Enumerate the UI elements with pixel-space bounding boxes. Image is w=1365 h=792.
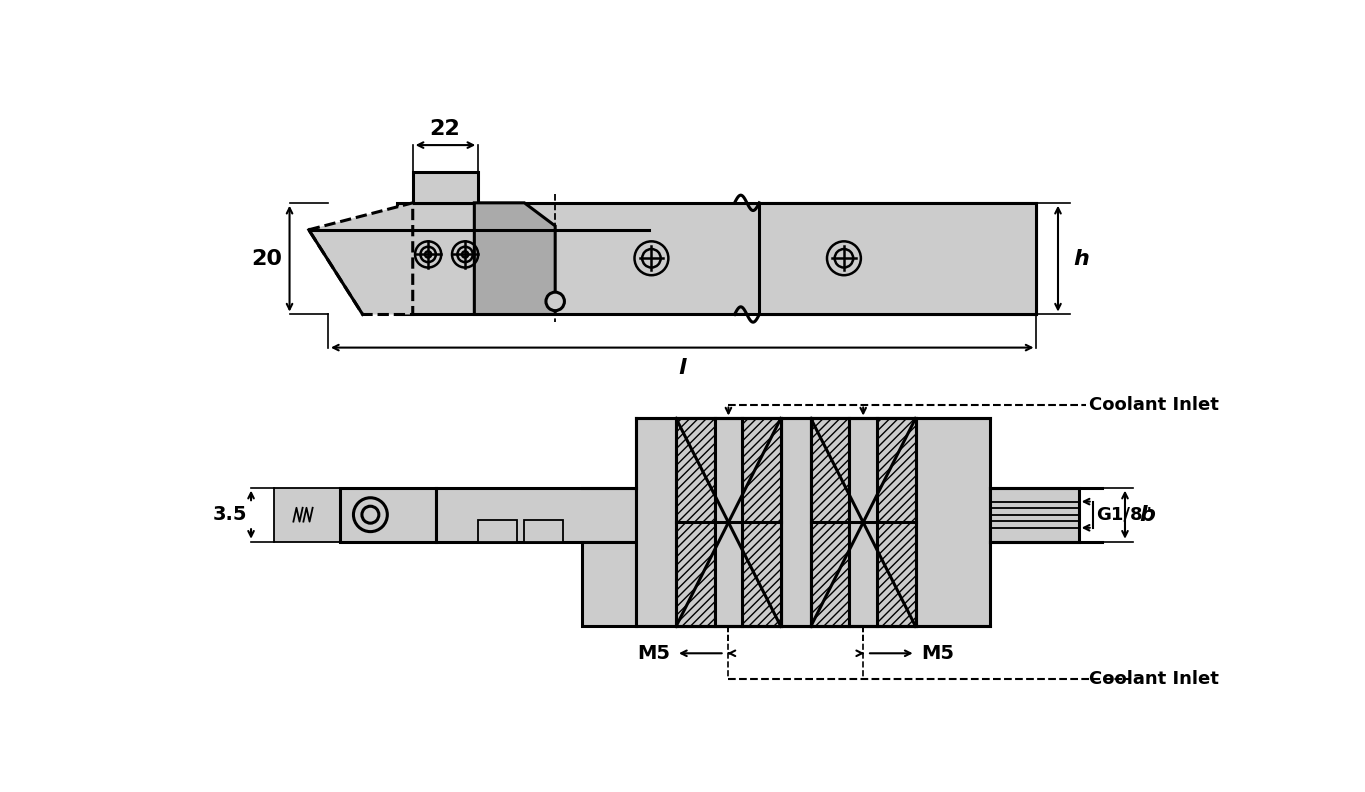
Polygon shape: [990, 488, 1078, 542]
Text: l: l: [678, 358, 687, 379]
Polygon shape: [849, 418, 878, 626]
Polygon shape: [435, 488, 636, 542]
Polygon shape: [811, 418, 849, 626]
Text: M5: M5: [637, 644, 670, 663]
Polygon shape: [781, 418, 811, 626]
Bar: [274, 488, 340, 542]
Polygon shape: [636, 418, 990, 626]
Text: G1/8": G1/8": [1096, 505, 1152, 524]
Circle shape: [354, 497, 388, 531]
Text: b: b: [1138, 505, 1155, 524]
Polygon shape: [340, 488, 435, 542]
Text: Coolant Inlet: Coolant Inlet: [1089, 670, 1219, 687]
Polygon shape: [743, 418, 781, 626]
Polygon shape: [308, 203, 412, 314]
Polygon shape: [878, 418, 916, 626]
Polygon shape: [475, 203, 556, 314]
Polygon shape: [715, 418, 743, 626]
Polygon shape: [676, 418, 715, 626]
Text: 3.5: 3.5: [213, 505, 247, 524]
Text: h: h: [1073, 249, 1089, 268]
Text: 20: 20: [251, 249, 281, 268]
Circle shape: [546, 292, 565, 310]
Text: 22: 22: [430, 119, 460, 139]
Polygon shape: [412, 172, 478, 203]
Text: Coolant Inlet: Coolant Inlet: [1089, 395, 1219, 413]
Bar: [478, 520, 517, 542]
Polygon shape: [581, 542, 636, 626]
Bar: [524, 520, 562, 542]
Polygon shape: [759, 203, 1036, 314]
Polygon shape: [397, 203, 1036, 314]
Text: M5: M5: [921, 644, 954, 663]
